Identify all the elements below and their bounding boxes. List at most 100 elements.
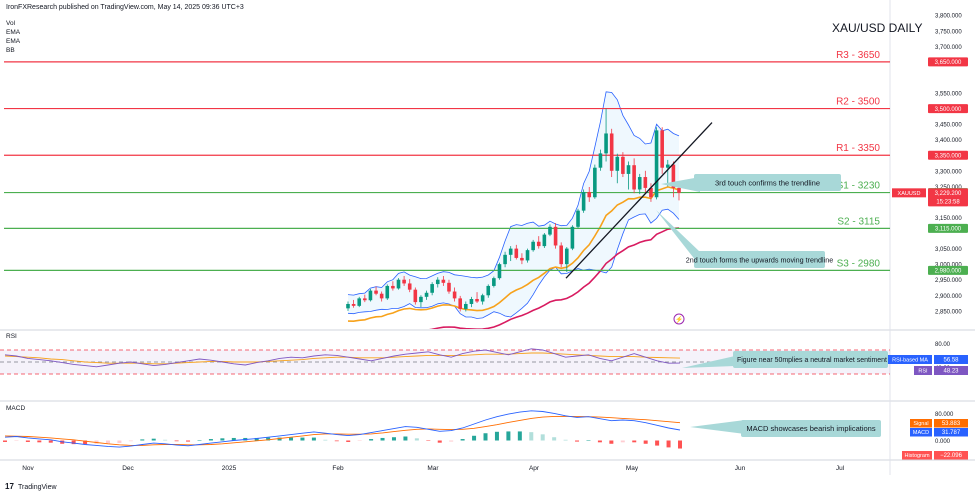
candle bbox=[531, 241, 535, 251]
candle bbox=[452, 291, 457, 299]
candle bbox=[593, 167, 597, 198]
indicator-bb[interactable]: BB bbox=[6, 47, 15, 54]
candle bbox=[379, 293, 384, 299]
candle bbox=[609, 133, 614, 171]
indicator-ema-1[interactable]: EMA bbox=[6, 29, 21, 36]
rsi-value-bg bbox=[934, 366, 968, 375]
candle bbox=[581, 191, 586, 211]
price-axis-tick: 3,400.000 bbox=[935, 138, 962, 144]
price-axis-tick: 3,000.000 bbox=[935, 263, 962, 269]
candle bbox=[464, 303, 468, 309]
candle bbox=[542, 234, 547, 247]
price-tag-bg bbox=[928, 188, 968, 207]
macd-histogram-bar bbox=[391, 437, 396, 441]
candle bbox=[458, 298, 463, 309]
tradingview-logo-icon: 17 bbox=[5, 482, 14, 491]
bollinger-upper bbox=[347, 91, 680, 296]
macd-histogram-bar bbox=[128, 440, 133, 442]
rsi-line bbox=[4, 348, 681, 368]
candle bbox=[402, 279, 406, 284]
macd-tag-bg bbox=[910, 419, 932, 428]
macd-value: −22.096 bbox=[940, 453, 963, 459]
macd-histogram-bar bbox=[643, 440, 648, 444]
candle bbox=[626, 165, 631, 174]
candle bbox=[503, 254, 507, 265]
macd-tag-name: Signal bbox=[913, 421, 928, 427]
macd-histogram-bar bbox=[105, 440, 110, 444]
macd-histogram-bar bbox=[586, 440, 591, 441]
candle bbox=[441, 279, 446, 283]
macd-histogram-bar bbox=[552, 437, 557, 441]
level-label-r3: R3 - 3650 bbox=[836, 50, 880, 61]
annotation-3rd-touch: 3rd touch confirms the trendline bbox=[715, 179, 820, 188]
macd-note-pointer bbox=[690, 420, 745, 434]
tradingview-logo[interactable]: 17 TradingView bbox=[5, 482, 57, 491]
candle bbox=[615, 156, 620, 171]
price-axis-tick: 3,150.000 bbox=[935, 216, 962, 222]
candle bbox=[407, 283, 412, 290]
candle bbox=[435, 279, 440, 285]
price-axis-tick: 2,850.000 bbox=[935, 309, 962, 315]
rsi-note-box bbox=[733, 351, 888, 368]
macd-histogram-bar bbox=[48, 440, 53, 443]
macd-histogram-bar bbox=[266, 437, 271, 441]
bollinger-band-fill bbox=[348, 91, 679, 319]
ema-slow-line bbox=[428, 227, 680, 329]
price-axis-tick: 3,450.000 bbox=[935, 123, 962, 129]
time-axis: Nov Dec 2025 Feb Mar Apr May Jun Jul bbox=[22, 465, 844, 472]
level-label-s2: S2 - 3115 bbox=[837, 216, 880, 227]
indicator-ema-2[interactable]: EMA bbox=[6, 38, 21, 45]
candle bbox=[396, 279, 401, 289]
price-axis-tick: 3,050.000 bbox=[935, 247, 962, 253]
macd-label[interactable]: MACD bbox=[6, 405, 25, 412]
macd-histogram-bar bbox=[117, 440, 122, 444]
current-price: 3,229.200 bbox=[935, 191, 962, 197]
symbol-tag: XAUUSD bbox=[898, 191, 921, 197]
macd-tag-name: Histogram bbox=[904, 453, 929, 459]
candle bbox=[480, 295, 485, 302]
macd-note: MACD showcases bearish implications bbox=[746, 424, 875, 433]
macd-histogram-bar bbox=[437, 440, 442, 443]
rsi-label[interactable]: RSI bbox=[6, 333, 17, 340]
macd-histogram-bar bbox=[529, 432, 534, 441]
macd-histogram-bar bbox=[380, 437, 385, 441]
level-tag: 3,350.000 bbox=[935, 154, 962, 160]
candle bbox=[649, 187, 653, 198]
macd-histogram-bar bbox=[655, 440, 660, 446]
indicator-vol[interactable]: Vol bbox=[6, 20, 16, 27]
annotation-box bbox=[694, 251, 825, 268]
macd-histogram-bar bbox=[666, 440, 671, 448]
candle bbox=[492, 278, 496, 286]
macd-histogram-bar bbox=[37, 440, 42, 443]
macd-histogram-bar bbox=[140, 439, 145, 441]
annotation-pointer bbox=[656, 210, 700, 266]
macd-histogram-bar bbox=[620, 440, 625, 443]
level-tag-bg bbox=[928, 104, 968, 114]
macd-histogram-bar bbox=[506, 431, 511, 441]
time-axis-label: Apr bbox=[529, 465, 540, 472]
main-pane: 3,800.000 3,750.000 3,700.000 3,550.000 3,50… bbox=[4, 14, 968, 329]
macd-histogram-bar bbox=[346, 440, 351, 442]
macd-histogram-bar bbox=[597, 440, 602, 443]
macd-histogram-bar bbox=[426, 440, 431, 441]
candle bbox=[413, 289, 418, 303]
macd-note-box bbox=[741, 420, 881, 437]
macd-histogram-bar bbox=[472, 435, 477, 441]
macd-histogram-bar bbox=[254, 437, 259, 441]
candle bbox=[637, 177, 642, 190]
level-tag-bg bbox=[928, 150, 968, 160]
level-label-s3: S3 - 2980 bbox=[837, 258, 881, 269]
time-axis-label: Mar bbox=[427, 465, 439, 472]
candle bbox=[570, 226, 575, 249]
macd-histogram-bar bbox=[449, 440, 454, 442]
time-axis-label: May bbox=[626, 465, 639, 472]
macd-value: 53.883 bbox=[942, 421, 961, 427]
candle bbox=[536, 241, 541, 247]
time-axis-label: Dec bbox=[122, 465, 134, 472]
macd-value-bg bbox=[934, 419, 968, 428]
level-tag-bg bbox=[928, 223, 968, 233]
macd-histogram-bar bbox=[197, 440, 202, 441]
macd-value: 31.787 bbox=[942, 430, 961, 436]
